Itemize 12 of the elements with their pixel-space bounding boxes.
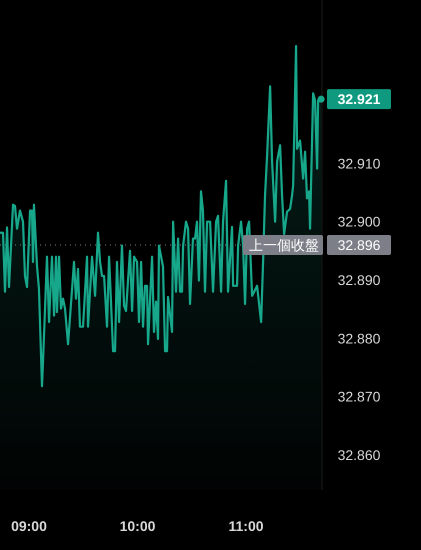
ref-line-label: 上一個收盤 xyxy=(249,237,319,253)
y-tick-label: 32.900 xyxy=(338,214,381,230)
x-tick-label: 11:00 xyxy=(228,518,264,534)
y-tick-label: 32.880 xyxy=(338,330,381,346)
text: 32.896 xyxy=(338,237,381,253)
x-tick-label: 09:00 xyxy=(11,518,48,534)
y-tick-label: 32.890 xyxy=(338,272,381,288)
y-tick-label: 32.860 xyxy=(338,447,381,463)
x-tick-label: 10:00 xyxy=(120,518,156,534)
annotation: 32.921 xyxy=(338,91,381,108)
y-tick-label: 32.870 xyxy=(338,388,381,405)
y-tick-label: 32.910 xyxy=(338,155,381,172)
